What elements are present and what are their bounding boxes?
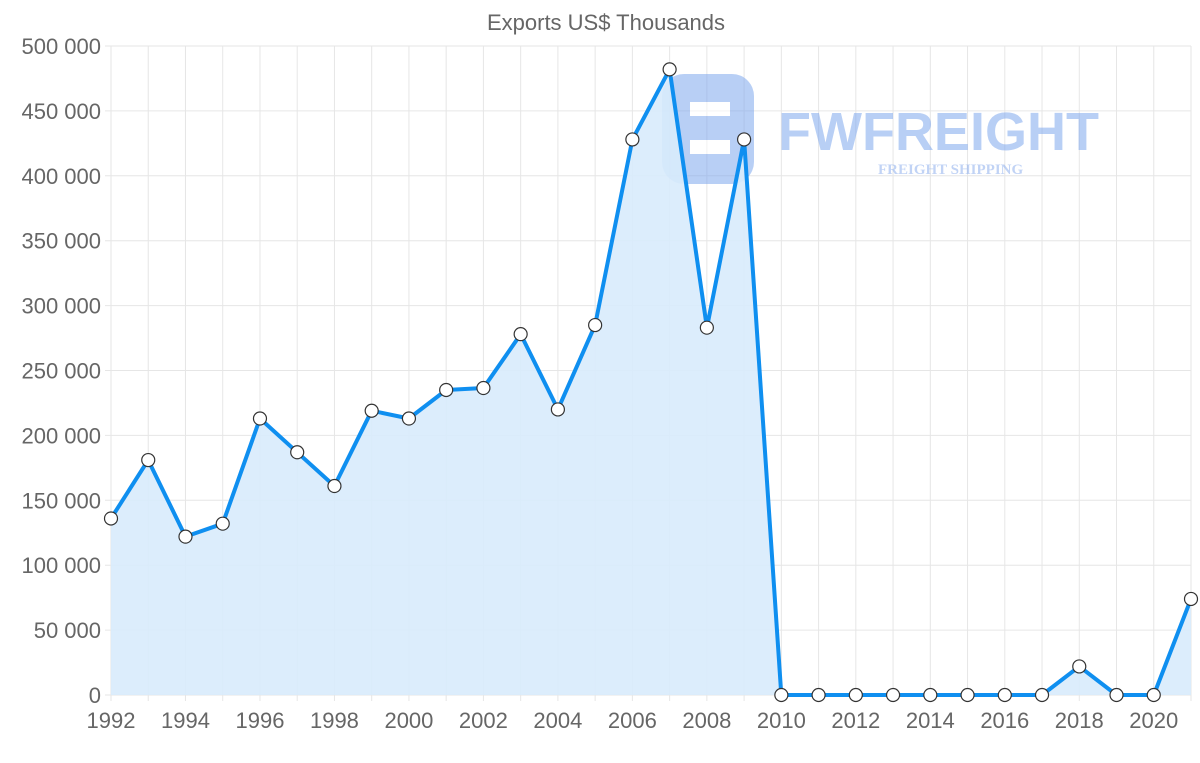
data-point[interactable] <box>290 445 305 460</box>
data-point[interactable] <box>178 529 193 544</box>
x-tick-label: 2014 <box>906 708 955 733</box>
y-tick-label: 350 000 <box>21 229 101 254</box>
data-point[interactable] <box>476 380 491 396</box>
y-axis: 0 50 000 100 000 150 000 200 000 250 000 300 0… <box>21 34 101 708</box>
y-tick-label: 300 000 <box>21 294 101 319</box>
x-axis: 1992 1994 1996 1998 2000 2002 2004 2006 2008 2010… <box>87 708 1179 733</box>
x-tick-label: 1992 <box>87 708 136 733</box>
data-point[interactable] <box>215 516 230 531</box>
data-point[interactable] <box>699 320 714 335</box>
data-point[interactable] <box>588 317 603 333</box>
data-point[interactable] <box>327 478 342 494</box>
data-point[interactable] <box>811 687 826 703</box>
data-point[interactable] <box>141 452 156 468</box>
y-tick-label: 500 000 <box>21 34 101 59</box>
svg-text:FWFREIGHT: FWFREIGHT <box>778 102 1099 162</box>
x-tick-label: 2016 <box>980 708 1029 733</box>
x-tick-label: 2020 <box>1129 708 1178 733</box>
data-point[interactable] <box>252 411 268 426</box>
y-tick-label: 100 000 <box>21 553 101 578</box>
data-point[interactable] <box>848 687 863 703</box>
y-tick-label: 0 <box>89 683 101 708</box>
y-tick-label: 200 000 <box>21 423 101 448</box>
x-tick-label: 2006 <box>608 708 657 733</box>
data-point[interactable] <box>1034 687 1050 703</box>
x-tick-label: 2008 <box>682 708 731 733</box>
data-point[interactable] <box>923 687 938 703</box>
data-point[interactable] <box>364 403 379 418</box>
x-tick-label: 2010 <box>757 708 806 733</box>
watermark-logo: FWFREIGHT FREIGHT SHIPPING <box>662 74 1099 184</box>
x-tick-label: 1998 <box>310 708 359 733</box>
y-tick-label: 250 000 <box>21 359 101 384</box>
series-area-fill <box>111 69 1191 695</box>
x-tick-label: 2012 <box>831 708 880 733</box>
x-tick-label: 1994 <box>161 708 210 733</box>
data-point[interactable] <box>401 411 417 426</box>
data-point[interactable] <box>885 687 901 703</box>
data-point[interactable] <box>774 687 789 703</box>
data-point[interactable] <box>1146 687 1161 703</box>
data-point[interactable] <box>1183 591 1199 607</box>
x-tick-label: 2004 <box>533 708 582 733</box>
data-point[interactable] <box>1072 659 1087 674</box>
x-tick-label: 2002 <box>459 708 508 733</box>
x-tick-label: 1996 <box>235 708 284 733</box>
y-tick-label: 150 000 <box>21 488 101 513</box>
data-point[interactable] <box>550 402 565 417</box>
data-point[interactable] <box>513 327 528 342</box>
data-point[interactable] <box>997 687 1012 703</box>
y-tick-label: 50 000 <box>34 618 101 643</box>
x-tick-label: 2000 <box>384 708 433 733</box>
svg-text:FREIGHT SHIPPING: FREIGHT SHIPPING <box>878 162 1023 178</box>
y-tick-label: 400 000 <box>21 164 101 189</box>
data-point[interactable] <box>1109 687 1124 703</box>
x-tick-label: 2018 <box>1055 708 1104 733</box>
data-points <box>103 62 1199 703</box>
data-point[interactable] <box>737 132 752 147</box>
y-tick-label: 450 000 <box>21 99 101 124</box>
data-point[interactable] <box>625 132 640 147</box>
data-point[interactable] <box>662 62 677 77</box>
data-point[interactable] <box>103 511 119 526</box>
data-point[interactable] <box>960 687 975 703</box>
chart-title: Exports US$ Thousands <box>487 10 725 35</box>
data-point[interactable] <box>439 382 454 398</box>
